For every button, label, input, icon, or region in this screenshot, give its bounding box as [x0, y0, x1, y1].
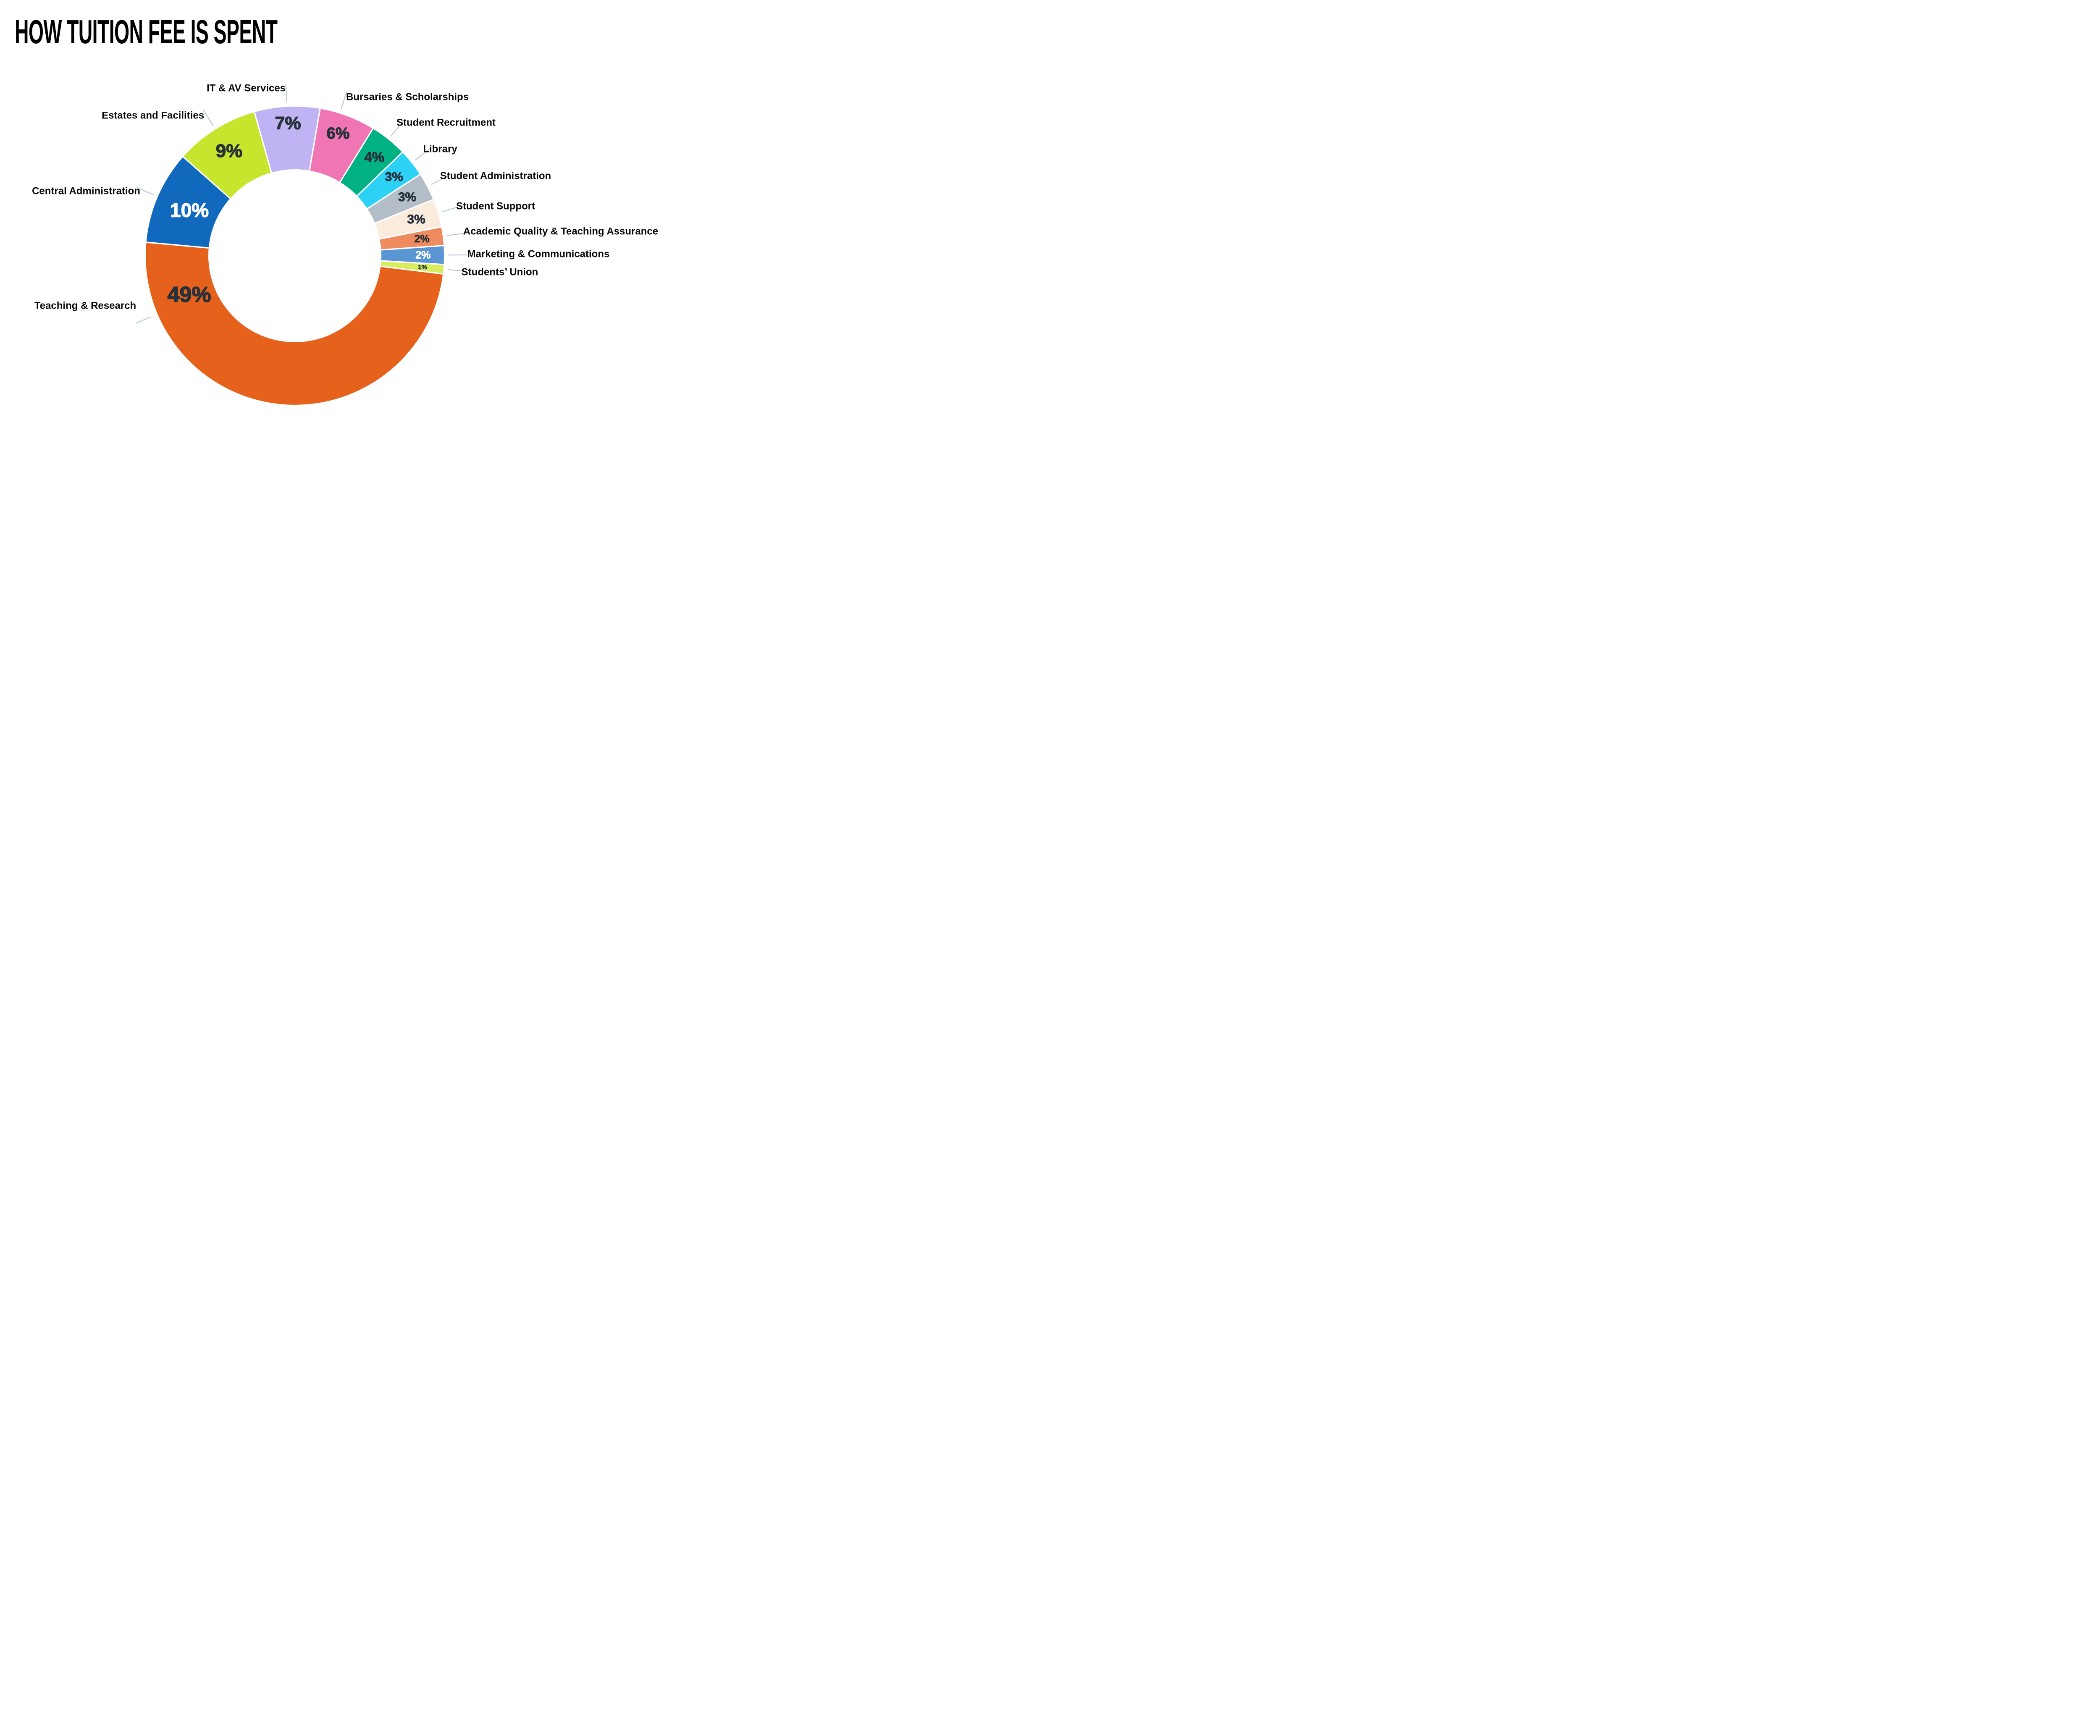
leader-line-it-av-services	[285, 84, 287, 102]
leader-line-library	[415, 148, 430, 161]
category-label-marketing-communications: Marketing & Communications	[467, 249, 610, 260]
percent-label-student-administration: 3%	[398, 190, 416, 204]
category-label-academic-quality-teaching-assurance: Academic Quality & Teaching Assurance	[463, 226, 658, 237]
category-label-teaching-research: Teaching & Research	[34, 300, 136, 312]
leader-line-bursaries-scholarships	[340, 91, 347, 110]
percent-label-student-support: 3%	[407, 212, 425, 226]
leader-line-academic-quality-teaching-assurance	[447, 233, 466, 236]
percent-label-marketing-communications: 2%	[415, 249, 430, 261]
leader-line-student-administration	[430, 176, 448, 185]
category-label-student-support: Student Support	[456, 201, 535, 212]
percent-label-academic-quality-teaching-assurance: 2%	[415, 233, 430, 245]
category-labels: Teaching & Research Central Administratio…	[32, 83, 658, 312]
page-title: HOW TUITION FEE IS SPENT	[15, 13, 278, 50]
leader-line-student-support	[441, 206, 460, 212]
leader-line-central-administration	[136, 187, 154, 196]
category-label-estates-and-facilities: Estates and Facilities	[102, 110, 204, 121]
percent-label-students-union: 1%	[418, 264, 427, 271]
category-label-it-av-services: IT & AV Services	[207, 83, 286, 94]
percent-label-central-administration: 10%	[170, 199, 209, 221]
percent-label-student-recruitment: 4%	[364, 149, 384, 165]
percent-label-it-av-services: 7%	[275, 113, 301, 134]
leader-line-teaching-research	[135, 316, 151, 324]
percent-label-bursaries-scholarships: 6%	[327, 125, 350, 142]
leader-lines	[135, 84, 467, 324]
leader-line-estates-and-facilities	[203, 110, 214, 126]
percent-label-library: 3%	[385, 170, 403, 184]
category-label-central-administration: Central Administration	[32, 186, 140, 197]
percent-label-teaching-research: 49%	[168, 283, 211, 307]
category-label-students-union: Students’ Union	[462, 267, 538, 278]
category-label-library: Library	[423, 144, 457, 155]
percent-labels: 49%10%9%7%6%4%3%3%3%2%2%1%	[167, 113, 431, 307]
category-label-student-recruitment: Student Recruitment	[396, 117, 496, 128]
category-label-bursaries-scholarships: Bursaries & Scholarships	[346, 92, 469, 103]
percent-label-estates-and-facilities: 9%	[216, 141, 243, 161]
leader-line-students-union	[448, 269, 467, 272]
donut-hole	[208, 169, 381, 342]
category-label-student-administration: Student Administration	[440, 170, 551, 182]
infographic-canvas: HOW TUITION FEE IS SPENT 49% 10% 9% 7% 6% 4% 3…	[0, 0, 665, 434]
leader-line-student-recruitment	[391, 121, 403, 136]
donut-chart: 49%10%9%7%6%4%3%3%3%2%2%1% Teaching & Re…	[32, 83, 658, 405]
